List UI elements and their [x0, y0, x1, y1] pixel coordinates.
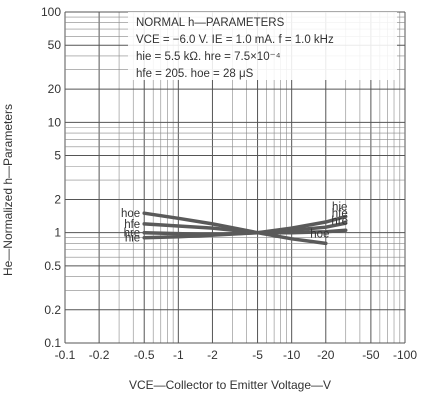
y-tick-label: 100 — [41, 5, 61, 19]
series-label-hoe-right: hoe — [310, 228, 329, 240]
series-line-hoe — [142, 211, 328, 246]
annotation-title: NORMAL h—PARAMETERS — [136, 17, 285, 29]
series-label-hie-right: hie — [332, 202, 347, 214]
y-tick-label: 1 — [54, 226, 61, 240]
y-tick-label: 0.1 — [44, 336, 61, 350]
x-axis-tick-labels: -0.1 -0.2 -0.5 -1 -2 -5 -10 -20 -50 -100 — [55, 348, 418, 362]
series-label-hie-left: hie — [125, 233, 140, 245]
x-axis-label: VCE—Collector to Emitter Voltage—V — [129, 378, 331, 392]
x-tick-label: -0.1 — [55, 348, 76, 362]
series-line-hre — [142, 228, 348, 237]
x-tick-label: -0.2 — [89, 348, 110, 362]
y-tick-label: 5 — [54, 149, 61, 163]
annotation-line-1: VCE = −6.0 V. IE = 1.0 mA. f = 1.0 kHz — [136, 34, 334, 46]
y-tick-label: 20 — [48, 82, 62, 96]
series-label-hfe-left: hfe — [124, 219, 140, 231]
x-tick-label: -5 — [252, 348, 263, 362]
y-tick-label: 0.5 — [44, 259, 61, 273]
x-tick-label: -0.5 — [134, 348, 155, 362]
series-label-hoe-left: hoe — [121, 208, 140, 220]
annotation-box — [128, 12, 397, 80]
x-tick-label: -2 — [207, 348, 218, 362]
y-tick-label: 2 — [54, 192, 61, 206]
x-tick-label: -1 — [173, 348, 184, 362]
x-tick-label: -50 — [362, 348, 380, 362]
series-label-hfe-right: hfe — [332, 208, 348, 220]
y-tick-label: 10 — [48, 115, 62, 129]
series-label-hre-right: hre — [331, 215, 348, 227]
annotation-line-3: hfe = 205. hoe = 28 μS — [136, 68, 254, 80]
x-tick-label: -20 — [317, 348, 335, 362]
y-tick-label: 50 — [48, 38, 62, 52]
annotation-line-2: hie = 5.5 kΩ. hre = 7.5×10⁻⁴ — [136, 51, 281, 63]
y-tick-label: 0.2 — [44, 303, 61, 317]
data-series — [142, 211, 348, 246]
series-label-hre-left: hre — [124, 228, 141, 240]
x-tick-label: -100 — [393, 348, 417, 362]
x-tick-label: -10 — [283, 348, 301, 362]
y-axis-tick-labels: 0.1 0.2 0.5 1 2 5 10 20 50 100 — [41, 5, 61, 350]
y-axis-label: He—Normalized h—Parameters — [1, 104, 15, 276]
